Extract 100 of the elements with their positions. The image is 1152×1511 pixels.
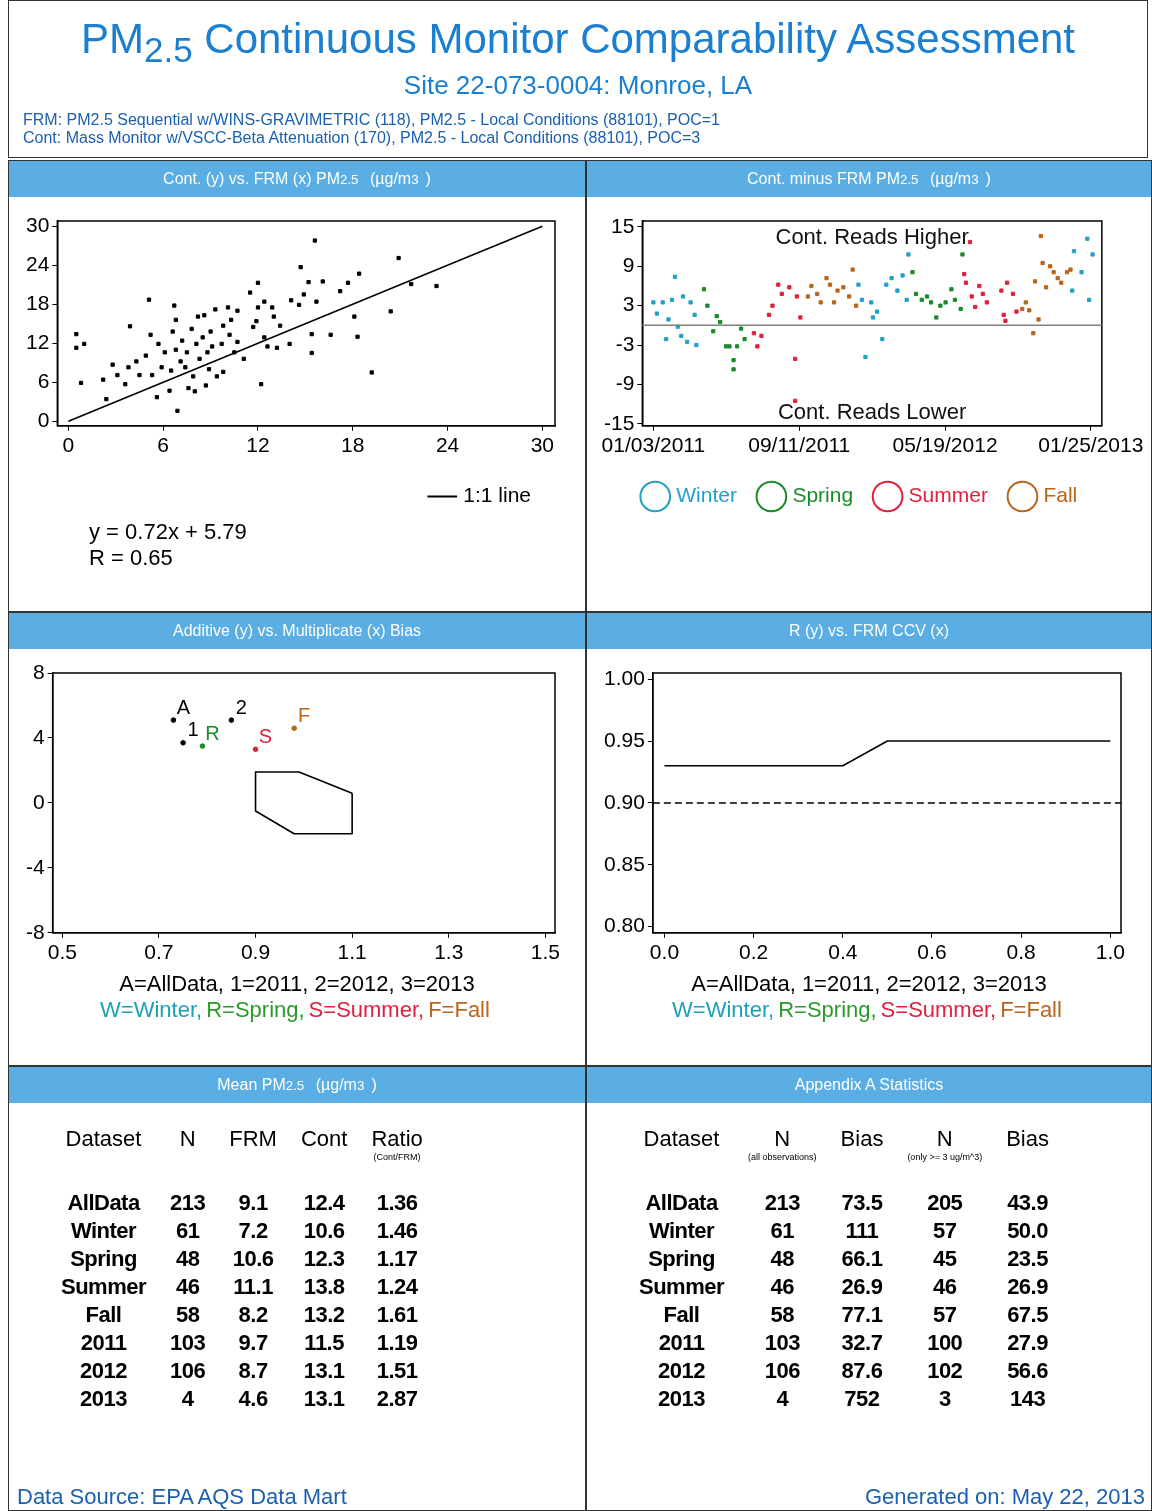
text: 56.6	[1007, 1358, 1048, 1383]
text: 61	[175, 1218, 200, 1243]
x-tick-label: 0.5	[47, 940, 77, 964]
text: 1.61	[376, 1302, 418, 1327]
text: 2.87	[376, 1386, 418, 1411]
text: 48	[770, 1246, 795, 1271]
text: 1.36	[376, 1190, 418, 1215]
legend-label: Winter	[676, 483, 737, 507]
text: Site 22-073-0004: Monroe, LA	[402, 70, 754, 102]
text: W=Winter,	[100, 997, 203, 1022]
x-tick-label: 0.6	[917, 940, 947, 964]
text: 9.7	[238, 1330, 268, 1355]
y-tick-label: 0.95	[604, 727, 645, 751]
text: S=Summer,	[880, 997, 997, 1022]
x-tick-label: 1.5	[530, 940, 560, 964]
x-tick-label: 09/11/2011	[748, 433, 851, 457]
x-tick-label: 18	[341, 433, 365, 457]
category-label: Bias	[1005, 1125, 1050, 1153]
legend-label: Fall	[1043, 483, 1078, 507]
text: R	[205, 721, 220, 744]
text: 61	[770, 1218, 795, 1243]
text: 46	[770, 1274, 795, 1299]
text: Appendix A Statistics	[587, 1067, 1151, 1103]
text: 143	[1009, 1386, 1046, 1411]
category-label: 2012	[80, 1358, 127, 1383]
y-tick-label: 6	[37, 369, 50, 393]
text: 73.5	[841, 1190, 883, 1215]
y-tick-label: -8	[25, 919, 45, 943]
legend-label: 1:1 line	[463, 483, 531, 507]
y-tick-label: 0.80	[604, 913, 645, 937]
y-tick-label: 12	[26, 330, 50, 354]
text: 1.19	[376, 1330, 418, 1355]
text: 106	[764, 1358, 800, 1383]
text: 46	[933, 1274, 957, 1299]
text: R = 0.65	[89, 545, 173, 570]
text: 4.6	[238, 1386, 268, 1411]
text: 3	[938, 1386, 951, 1411]
y-tick-label: 8	[32, 659, 45, 683]
category-label: Spring	[648, 1246, 715, 1271]
text: 1	[187, 718, 199, 741]
text: 32.7	[841, 1330, 883, 1355]
category-label: Summer	[61, 1274, 147, 1299]
text: 13.2	[303, 1302, 345, 1327]
y-tick-label: 0	[32, 789, 45, 813]
text: 8.2	[238, 1302, 268, 1327]
text: 10.6	[303, 1218, 345, 1243]
y-tick-label: -9	[615, 371, 635, 395]
x-tick-label: 12	[246, 433, 270, 457]
text: Cont: Mass Monitor w/VSCC-Beta Attenuation (170), PM2.5 - Local Conditions (88101), POC=3	[23, 129, 702, 148]
text: Generated on: May 22, 2013	[864, 1484, 1145, 1510]
text: S=Summer,	[308, 997, 425, 1022]
annotation: Cont. Reads Higher	[775, 224, 969, 250]
text: W=Winter,	[672, 997, 775, 1022]
category-label: 2011	[658, 1330, 705, 1355]
legend-label: Summer	[908, 483, 988, 507]
category-label: 2012	[658, 1358, 705, 1383]
y-tick-label: -15	[603, 410, 635, 434]
x-tick-label: 01/25/2013	[1038, 433, 1144, 457]
text: 27.9	[1007, 1330, 1048, 1355]
text: 1.51	[376, 1358, 418, 1383]
x-tick-label: 0.9	[240, 940, 271, 964]
text: 9.1	[238, 1190, 268, 1215]
legend-label: Spring	[792, 483, 854, 507]
text: 11.1	[233, 1274, 273, 1299]
text: 26.9	[1007, 1274, 1048, 1299]
category-label: 2011	[80, 1330, 127, 1355]
text: S	[258, 724, 273, 747]
text: A=AllData, 1=2011, 2=2012, 3=2013	[691, 971, 1047, 996]
source-note: Data Source: EPA AQS Data Mart	[17, 1484, 347, 1510]
category-label: 2013	[658, 1386, 705, 1411]
category-label: Cont	[299, 1125, 349, 1153]
text: 8.7	[238, 1358, 268, 1383]
y-tick-label: 4	[32, 724, 45, 748]
category-label: Summer	[639, 1274, 725, 1299]
category-label: Winter	[70, 1218, 137, 1243]
text: R=Spring,	[778, 997, 877, 1022]
category-label: Ratio (Cont/FRM)	[370, 1125, 424, 1163]
text: 2	[235, 695, 247, 718]
text: 87.6	[841, 1358, 883, 1383]
text: 50.0	[1007, 1218, 1048, 1243]
text: 4	[776, 1386, 789, 1411]
text: 103	[170, 1330, 206, 1355]
x-tick-label: 05/19/2012	[892, 433, 998, 457]
category-label: 2013	[80, 1386, 127, 1411]
x-tick-label: 0.2	[739, 940, 769, 964]
text: 58	[770, 1302, 795, 1327]
text: F	[298, 703, 311, 726]
y-tick-label: 18	[26, 291, 50, 315]
text: 57	[933, 1302, 957, 1327]
text: 111	[845, 1218, 879, 1243]
category-label: Winter	[648, 1218, 715, 1243]
category-label: AllData	[67, 1190, 140, 1215]
text: 45	[933, 1246, 957, 1271]
text: 57	[933, 1218, 957, 1243]
text: 205	[927, 1190, 963, 1215]
text: 11.5	[304, 1330, 344, 1355]
text: PM$_{2.5}$ Continuous Monitor Comparability Assessment	[79, 15, 1076, 71]
text: R=Spring,	[206, 997, 305, 1022]
text: 7.2	[238, 1218, 268, 1243]
text: 48	[175, 1246, 200, 1271]
